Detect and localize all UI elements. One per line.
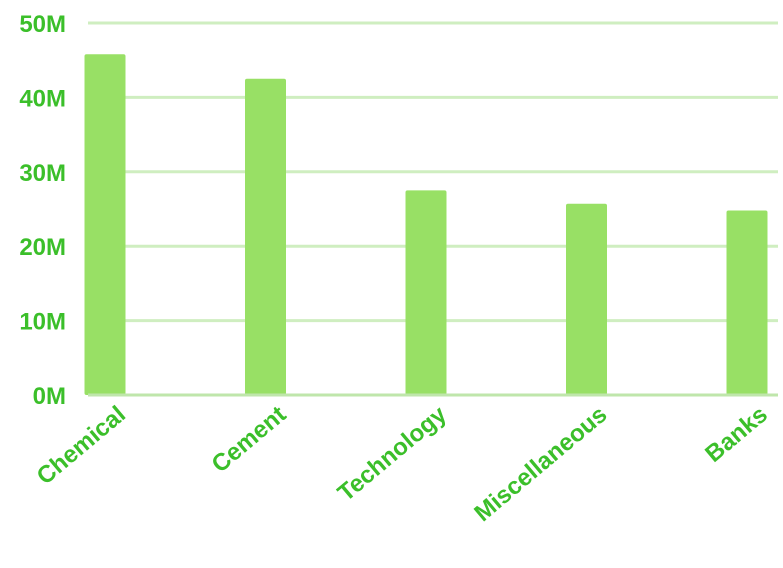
- bar-chemical: [84, 54, 126, 396]
- x-axis-category-labels: Chemical Cement Technology Miscellaneous Ban…: [32, 400, 773, 527]
- y-tick-label: 40M: [19, 85, 66, 112]
- y-tick-label: 0M: [33, 383, 66, 410]
- x-tick-label: Chemical: [32, 401, 131, 490]
- bar-miscellaneous: [566, 203, 607, 395]
- bar-cement: [245, 78, 286, 396]
- bar-technology: [405, 190, 447, 395]
- gridlines: [88, 21, 778, 323]
- x-tick-label: Cement: [207, 401, 292, 478]
- bar-banks: [726, 210, 768, 395]
- y-tick-label: 30M: [19, 160, 66, 187]
- y-tick-label: 50M: [19, 11, 66, 38]
- bars: [84, 54, 768, 396]
- y-axis-tick-labels: 0M 10M 20M 30M 40M 50M: [19, 11, 66, 410]
- x-tick-label: Miscellaneous: [469, 401, 612, 527]
- y-tick-label: 20M: [19, 234, 66, 261]
- x-tick-label: Technology: [333, 400, 453, 507]
- x-tick-label: Banks: [700, 401, 773, 468]
- y-tick-label: 10M: [19, 309, 66, 336]
